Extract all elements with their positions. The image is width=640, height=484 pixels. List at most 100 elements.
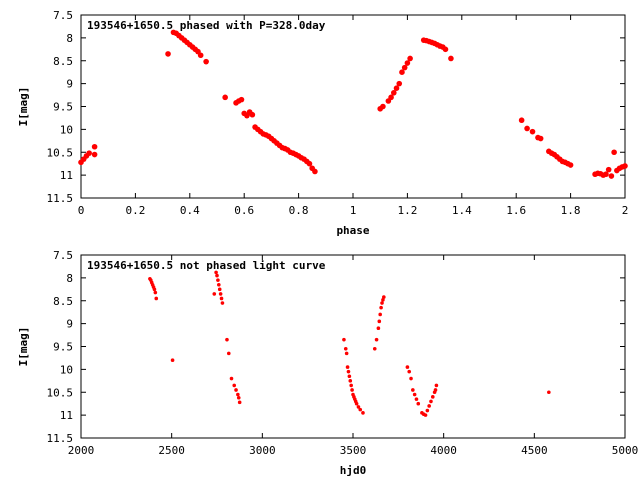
data-point <box>433 388 438 392</box>
x-tick-label: 2500 <box>158 444 185 457</box>
data-point <box>229 376 234 381</box>
y-tick-label: 10.5 <box>47 146 74 159</box>
data-point <box>342 337 346 342</box>
data-point <box>225 337 229 342</box>
data-point <box>622 163 628 169</box>
data-point <box>396 80 403 87</box>
data-point <box>605 166 612 173</box>
data-point <box>354 401 359 406</box>
data-point <box>401 64 408 71</box>
y-tick-label: 9.5 <box>53 341 73 354</box>
data-point <box>237 400 242 405</box>
y-tick-label: 10.5 <box>47 386 74 399</box>
data-point <box>226 351 231 356</box>
data-point <box>312 168 318 175</box>
y-tick-label: 9 <box>66 318 73 331</box>
data-point <box>350 388 354 392</box>
data-point <box>414 397 419 401</box>
data-point <box>348 379 353 383</box>
data-point <box>381 298 385 302</box>
data-point <box>407 369 412 374</box>
data-point <box>608 173 615 179</box>
y-tick-label: 11.5 <box>47 432 74 445</box>
data-point <box>218 292 223 296</box>
data-point <box>153 290 158 295</box>
data-point <box>197 52 204 59</box>
x-tick-label: 2000 <box>68 444 95 457</box>
y-tick-label: 8 <box>66 32 73 45</box>
y-tick-label: 10 <box>60 363 73 376</box>
data-point <box>361 411 365 415</box>
data-point <box>220 301 225 305</box>
data-point <box>448 55 454 62</box>
data-point <box>411 388 415 392</box>
data-point <box>349 383 353 388</box>
data-point <box>212 292 217 296</box>
data-point <box>343 346 348 351</box>
x-tick-label: 0.8 <box>289 204 309 217</box>
data-point <box>170 358 175 363</box>
data-point <box>380 301 384 305</box>
y-tick-label: 11 <box>60 409 73 422</box>
y-tick-label: 7.5 <box>53 249 73 262</box>
x-tick-label: 4000 <box>430 444 457 457</box>
data-point <box>379 305 383 310</box>
data-point <box>203 58 209 65</box>
data-point <box>372 346 377 351</box>
data-point <box>529 128 536 135</box>
y-tick-label: 8 <box>66 272 73 285</box>
data-point <box>388 94 394 101</box>
data-point <box>374 337 379 342</box>
x-tick-label: 0.2 <box>125 204 145 217</box>
data-point <box>346 369 351 374</box>
x-axis-label-2: hjd0 <box>340 464 367 477</box>
data-point <box>429 399 433 404</box>
data-point <box>215 273 219 278</box>
data-point <box>376 326 381 331</box>
data-point <box>399 69 405 75</box>
plot-frame-2 <box>80 254 626 439</box>
data-point <box>222 94 228 101</box>
data-point <box>236 392 240 397</box>
data-point <box>382 295 386 299</box>
x-tick-label: 3000 <box>249 444 276 457</box>
chart-title-2: 193546+1650.5 not phased light curve <box>87 259 326 272</box>
data-point <box>216 278 220 282</box>
data-point <box>393 85 400 91</box>
data-point <box>425 408 430 413</box>
x-tick-label: 4500 <box>521 444 548 457</box>
data-point <box>524 125 530 132</box>
data-point <box>416 401 421 406</box>
data-point <box>518 117 525 124</box>
x-tick-label: 1.6 <box>506 204 526 217</box>
data-point <box>238 96 245 103</box>
data-point <box>344 351 349 356</box>
data-point <box>217 282 221 287</box>
y-tick-label: 10 <box>60 123 73 136</box>
data-point <box>219 296 224 301</box>
data-point <box>537 135 544 142</box>
y-axis-label-2: I[mag] <box>17 327 30 367</box>
y-tick-label: 11.5 <box>47 192 74 205</box>
y-tick-label: 9 <box>66 78 73 91</box>
data-point <box>407 55 413 62</box>
y-tick-label: 9.5 <box>53 101 73 114</box>
data-point <box>165 51 171 57</box>
x-tick-label: 2 <box>622 204 629 217</box>
y-tick-label: 11 <box>60 169 73 182</box>
data-point <box>547 390 551 395</box>
data-point <box>217 287 222 292</box>
data-point <box>306 160 313 167</box>
data-point <box>405 365 410 369</box>
data-point <box>236 395 241 400</box>
data-point <box>152 287 157 292</box>
x-tick-label: 5000 <box>612 444 639 457</box>
x-tick-label: 1.8 <box>561 204 581 217</box>
data-point <box>86 150 92 156</box>
data-point <box>377 319 382 324</box>
chart-title-1: 193546+1650.5 phased with P=328.0day <box>87 19 326 32</box>
x-tick-label: 1.2 <box>397 204 417 217</box>
data-point <box>427 404 431 408</box>
